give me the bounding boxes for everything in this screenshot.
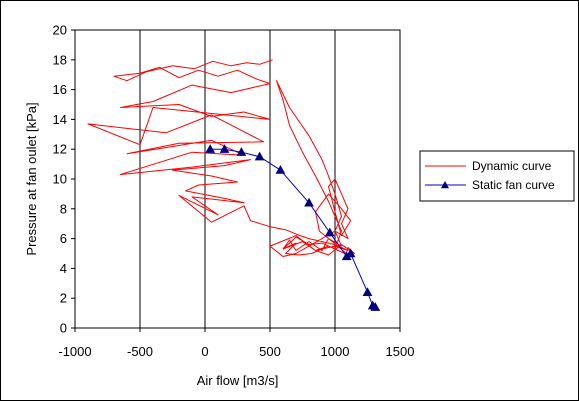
legend-box [419,150,575,202]
y-tick-label: 18 [53,52,67,67]
static-fan-curve-point [362,287,373,296]
x-tick-label: 1500 [386,344,415,359]
legend-label-static: Static fan curve [472,178,555,192]
legend: Dynamic curve Static fan curve [419,150,575,202]
y-tick-label: 16 [53,82,67,97]
y-tick-label: 14 [53,112,67,127]
y-axis-title: Pressure at fan oulet [kPa] [24,102,39,255]
tick-layer: 0 2 4 6 8 10 12 14 16 18 20 -1000 -500 0 500 1000 1500 [53,23,415,360]
static-fan-curve-point [254,151,265,161]
static-fan-curve-point [236,147,247,156]
x-tick-label: 0 [201,344,208,359]
static-fan-curve-point [324,227,335,237]
y-tick-label: 4 [60,261,67,276]
x-tick-label: 1000 [321,344,350,359]
dynamic-curve-line [87,59,355,257]
static-fan-curve-point [345,248,356,258]
x-tick-label: -500 [127,344,153,359]
x-axis-title: Air flow [m3/s] [197,373,279,388]
static-fan-curve-point [219,144,230,153]
static-fan-curve-point [304,197,314,207]
legend-marker-static [441,181,449,189]
y-tick-label: 10 [53,172,67,187]
x-tick-label: 500 [259,344,281,359]
series-layer [87,59,381,311]
static-fan-curve-point [370,302,381,311]
legend-label-dynamic: Dynamic curve [472,159,552,173]
static-fan-curve-point [205,144,216,153]
y-tick-label: 20 [53,23,67,38]
x-tick-label: -1000 [58,344,91,359]
y-tick-label: 12 [53,142,67,157]
static-fan-curve-point [275,165,286,174]
y-tick-label: 6 [60,231,67,246]
y-tick-label: 8 [60,201,67,216]
y-tick-label: 0 [60,321,67,336]
y-tick-label: 2 [60,291,67,306]
